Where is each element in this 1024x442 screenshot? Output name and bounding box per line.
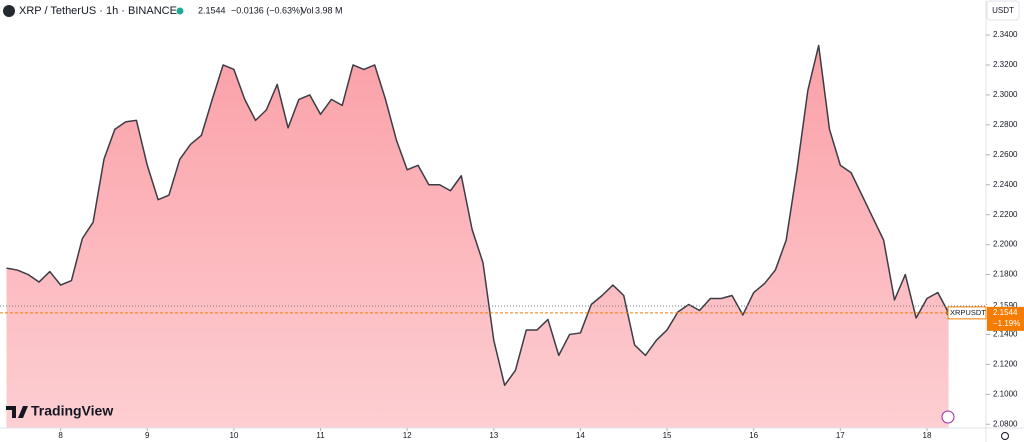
y-tick-label: 2.1800 [993,270,1018,279]
x-tick-label: 14 [576,431,585,440]
y-tick-label: 2.0800 [993,419,1018,428]
y-tick-label: 2.3000 [993,90,1018,99]
price-label: 2.1544 [993,308,1018,317]
volume: 3.98 M [315,5,343,15]
x-tick-label: 16 [749,431,758,440]
y-tick-label: 2.2600 [993,150,1018,159]
change: −0.0136 (−0.63%) [231,5,303,15]
price: 2.1544 [198,5,226,15]
volume-label: Vol [301,5,314,15]
x-tick-label: 13 [489,431,498,440]
plot-area [0,44,985,428]
y-tick-label: 2.1400 [993,330,1018,339]
x-tick-label: 18 [923,431,932,440]
events-icon[interactable] [941,410,955,424]
x-tick-label: 9 [145,431,150,440]
brand: TradingView [6,403,113,419]
symbol-icon [3,5,15,17]
y-tick-label: 2.2000 [993,240,1018,249]
y-tick-label: 2.2400 [993,180,1018,189]
y-tick-label: 2.2200 [993,210,1018,219]
price-name-box [947,306,987,320]
header: XRP / TetherUS · 1h · BINANCE 2.1544 −0.… [3,5,343,17]
currency-button[interactable] [986,0,1020,21]
brand-name: TradingView [31,403,113,419]
price-box [987,306,1024,331]
y-tick-label: 2.3400 [993,30,1018,39]
y-tick-label: 2.1000 [993,389,1018,398]
y-tick-label: 2.1200 [993,359,1018,368]
symbol: XRP / TetherUS · 1h · BINANCE [19,5,177,17]
price-change: −1.19% [993,319,1020,328]
x-tick-label: 12 [403,431,412,440]
price-line-series [6,44,950,387]
x-tick-label: 10 [229,431,238,440]
x-tick-label: 15 [663,431,672,440]
prev-close-box [987,299,1021,311]
x-tick-label: 17 [836,431,845,440]
y-tick-label: 2.2800 [993,120,1018,129]
y-tick-label: 2.3200 [993,60,1018,69]
area-fill [6,45,949,428]
price-name: XRPUSDT [950,308,986,317]
brand-logo [6,406,28,418]
status-dot [176,7,184,15]
x-tick-label: 8 [58,431,63,440]
x-tick-label: 11 [316,431,325,440]
prev-close-label: 2.1590 [993,301,1018,310]
settings-icon[interactable] [1001,432,1009,440]
currency[interactable]: USDT [992,6,1014,15]
